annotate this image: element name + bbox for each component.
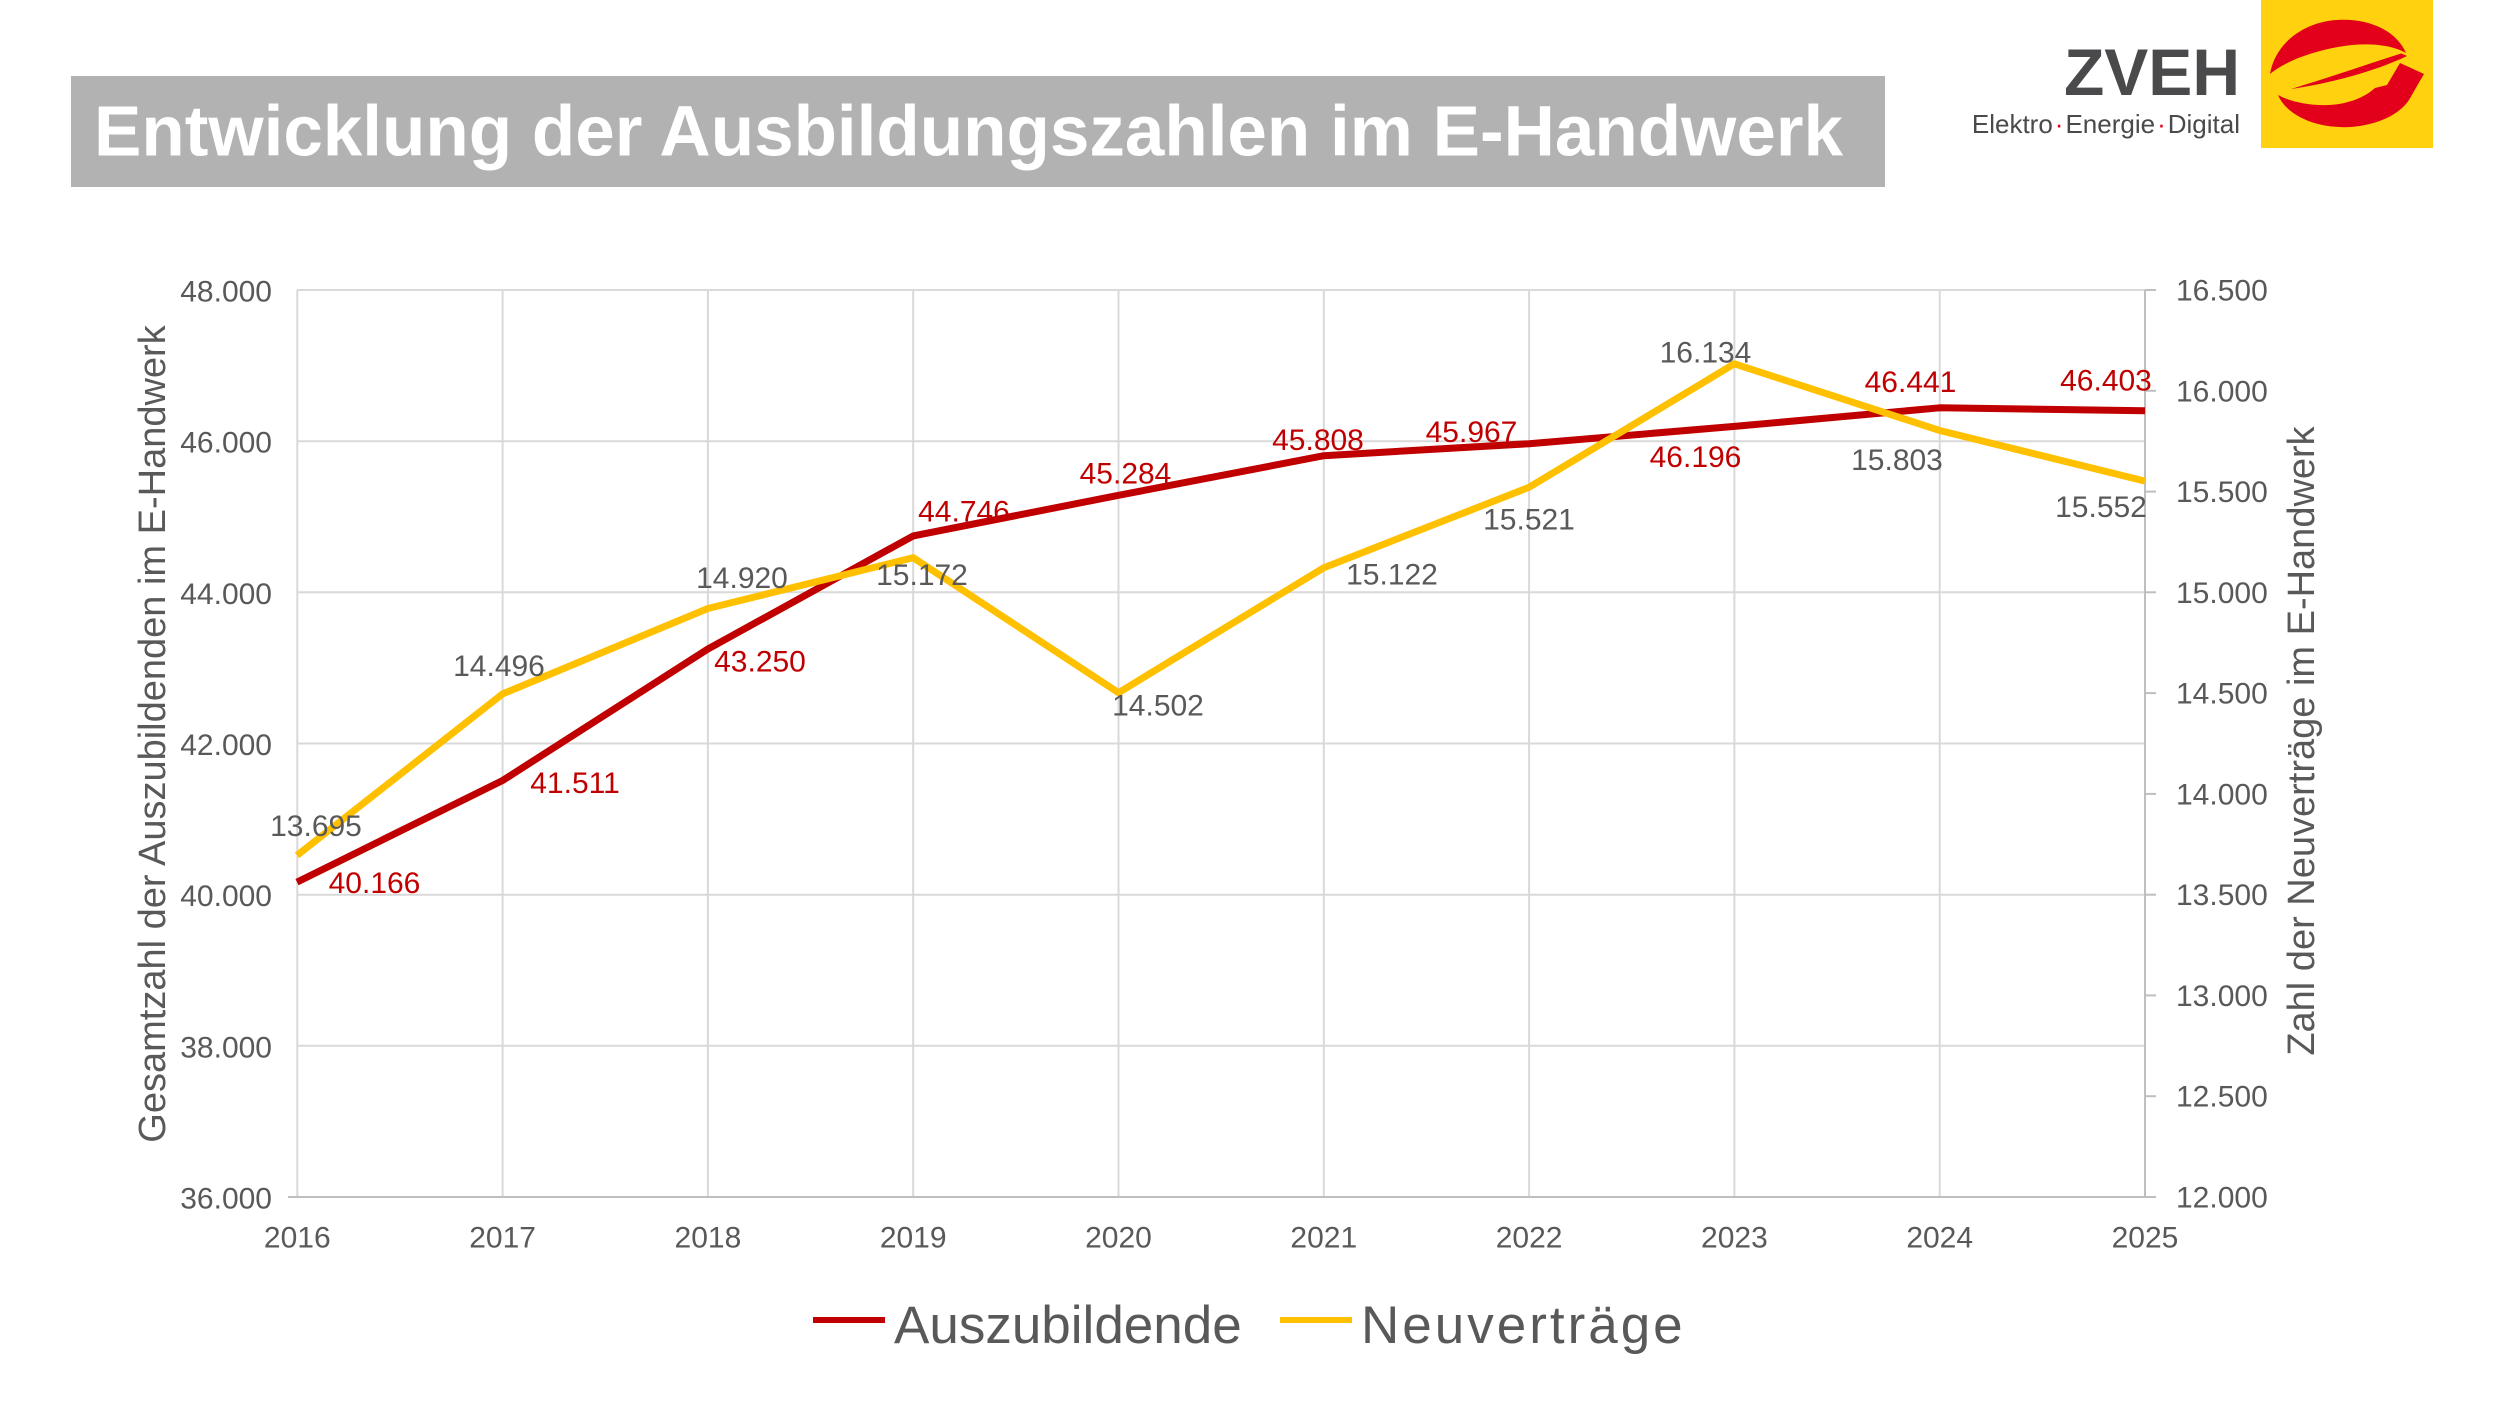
- svg-text:36.000: 36.000: [180, 1183, 272, 1216]
- svg-text:12.000: 12.000: [2176, 1182, 2268, 1215]
- svg-text:48.000: 48.000: [180, 276, 272, 309]
- svg-text:2016: 2016: [264, 1222, 331, 1255]
- svg-text:Gesamtzahl der Auszubildenden: Gesamtzahl der Auszubildenden im E-Handw…: [132, 324, 174, 1142]
- svg-text:13.000: 13.000: [2176, 980, 2268, 1013]
- svg-text:14.496: 14.496: [453, 650, 545, 683]
- svg-text:46.441: 46.441: [1865, 366, 1957, 399]
- svg-text:15.803: 15.803: [1851, 444, 1943, 477]
- svg-text:14.920: 14.920: [696, 562, 788, 595]
- svg-text:12.500: 12.500: [2176, 1081, 2268, 1114]
- svg-text:42.000: 42.000: [180, 729, 272, 762]
- svg-text:44.000: 44.000: [180, 578, 272, 611]
- svg-text:2020: 2020: [1085, 1222, 1152, 1255]
- svg-text:45.284: 45.284: [1080, 458, 1172, 491]
- svg-text:2018: 2018: [675, 1222, 742, 1255]
- svg-text:2019: 2019: [880, 1222, 947, 1255]
- svg-text:15.500: 15.500: [2176, 476, 2268, 509]
- svg-text:46.403: 46.403: [2060, 365, 2152, 398]
- svg-text:44.746: 44.746: [918, 496, 1010, 529]
- svg-text:14.500: 14.500: [2176, 678, 2268, 711]
- svg-text:Auszubildende: Auszubildende: [894, 1296, 1242, 1355]
- svg-text:46.196: 46.196: [1650, 441, 1742, 474]
- svg-text:2025: 2025: [2112, 1222, 2179, 1255]
- svg-text:41.511: 41.511: [530, 767, 620, 800]
- svg-text:Neuverträge: Neuverträge: [1361, 1296, 1686, 1355]
- svg-text:2023: 2023: [1701, 1222, 1768, 1255]
- svg-text:15.521: 15.521: [1483, 504, 1575, 537]
- svg-text:43.250: 43.250: [714, 646, 806, 679]
- svg-text:15.552: 15.552: [2055, 491, 2147, 524]
- svg-text:13.500: 13.500: [2176, 879, 2268, 912]
- svg-text:16.500: 16.500: [2176, 275, 2268, 308]
- svg-text:15.000: 15.000: [2176, 577, 2268, 610]
- svg-text:16.000: 16.000: [2176, 375, 2268, 408]
- svg-text:14.502: 14.502: [1112, 690, 1204, 723]
- svg-text:40.000: 40.000: [180, 880, 272, 913]
- svg-text:2022: 2022: [1496, 1222, 1563, 1255]
- svg-text:38.000: 38.000: [180, 1031, 272, 1064]
- svg-text:46.000: 46.000: [180, 427, 272, 460]
- svg-text:45.808: 45.808: [1272, 424, 1364, 457]
- svg-text:40.166: 40.166: [329, 867, 421, 900]
- svg-text:14.000: 14.000: [2176, 778, 2268, 811]
- svg-text:45.967: 45.967: [1426, 416, 1518, 449]
- svg-text:16.134: 16.134: [1660, 337, 1752, 370]
- svg-text:15.122: 15.122: [1346, 559, 1438, 592]
- svg-text:Zahl der Neuverträge im E-Hand: Zahl der Neuverträge im E-Handwerk: [2281, 425, 2323, 1055]
- svg-text:2021: 2021: [1290, 1222, 1357, 1255]
- svg-text:2017: 2017: [469, 1222, 536, 1255]
- svg-text:2024: 2024: [1906, 1222, 1973, 1255]
- svg-text:13.695: 13.695: [270, 810, 362, 843]
- svg-text:15.172: 15.172: [876, 559, 968, 592]
